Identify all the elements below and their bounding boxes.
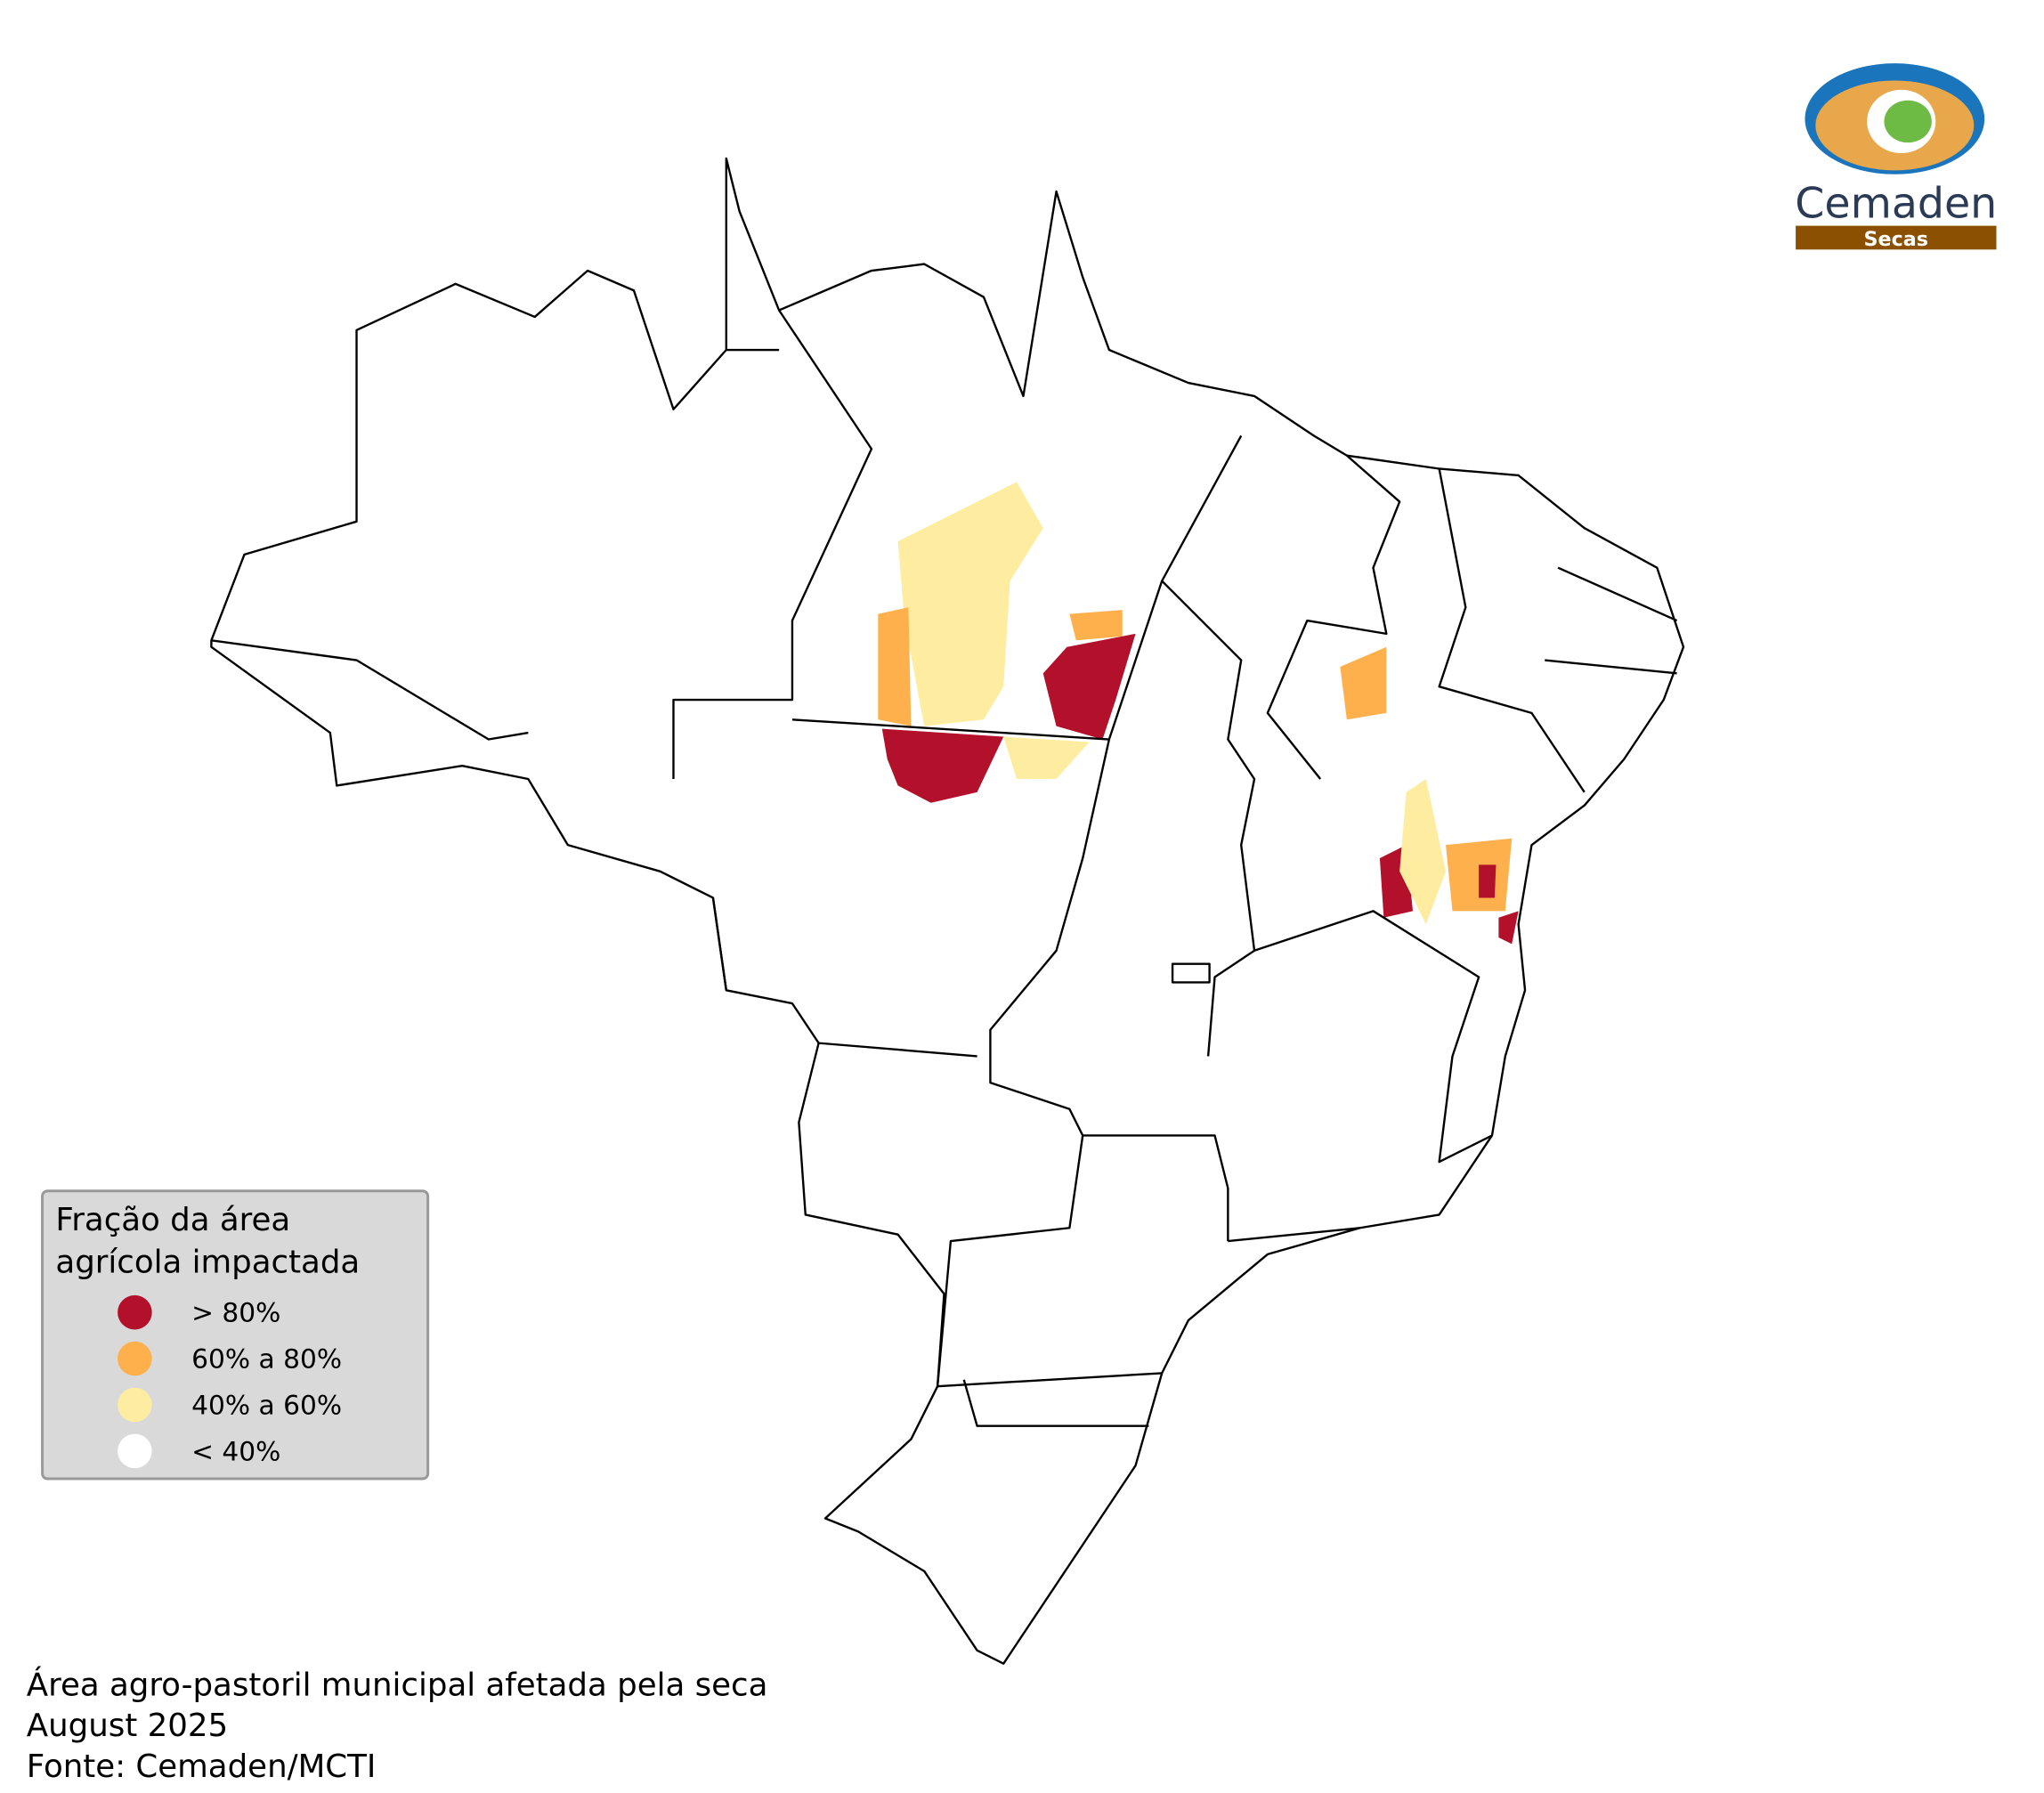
impact-patch [1399, 779, 1447, 925]
impact-patch [1042, 633, 1136, 740]
impact-patch [1003, 736, 1090, 780]
impact-patch [897, 482, 1043, 726]
logo: Cemaden Secas [1795, 63, 1997, 251]
legend-label: > 80% [191, 1297, 280, 1328]
legend-swatch [118, 1433, 152, 1469]
footer-line: Área agro-pastoril municipal afetada pel… [27, 1666, 768, 1703]
patches [878, 482, 1519, 945]
impact-patch [1498, 911, 1519, 945]
logo-eye [1884, 100, 1932, 143]
legend-title: agrícola impactada [55, 1245, 360, 1281]
legend-swatch [118, 1294, 152, 1330]
legend-label: 60% a 80% [191, 1343, 342, 1374]
logo-bar [1796, 225, 1997, 250]
footer: Área agro-pastoril municipal afetada pel… [27, 1666, 768, 1785]
legend-swatch [118, 1387, 152, 1423]
footer-line: Fonte: Cemaden/MCTI [27, 1748, 377, 1785]
logo-name: Cemaden [1795, 180, 1997, 229]
impact-patch [1479, 864, 1496, 898]
legend-label: < 40% [191, 1435, 280, 1466]
impact-patch [881, 728, 1004, 803]
brazil-map [210, 157, 1685, 1665]
legend-label: 40% a 60% [191, 1389, 342, 1420]
impact-patch [1340, 646, 1387, 720]
legend-swatch [118, 1341, 152, 1376]
state-borders [211, 309, 1678, 1427]
impact-patch [1069, 610, 1123, 641]
legend: Fração da área agrícola impactada > 80% 6… [41, 1189, 430, 1481]
logo-subtitle: Secas [1864, 228, 1929, 251]
legend-items: > 80% 60% a 80% 40% a 60% < 40% [118, 1294, 342, 1469]
legend-title: Fração da área [55, 1202, 290, 1238]
impact-patch [878, 607, 912, 726]
footer-line: August 2025 [27, 1708, 228, 1744]
